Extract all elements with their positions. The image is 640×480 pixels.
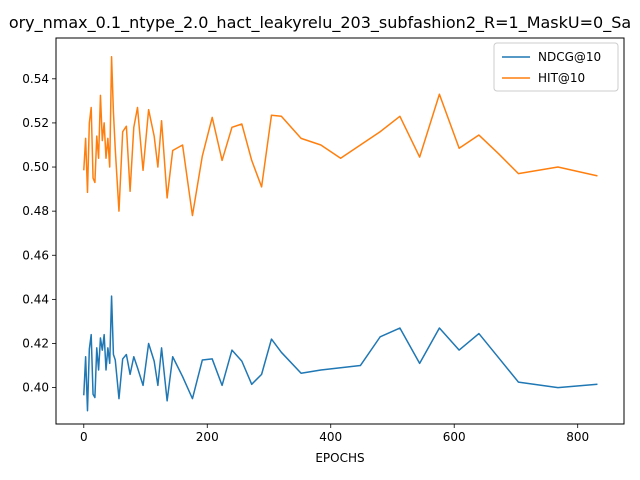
y-tick-label: 0.44 xyxy=(22,292,49,306)
y-axis: 0.40 0.42 0.44 0.46 0.48 0.50 0.52 0.54 xyxy=(22,72,56,395)
series-line-hit xyxy=(83,56,598,217)
x-axis-title: EPOCHS xyxy=(315,451,364,465)
axes-frame xyxy=(55,37,625,425)
x-axis: 0 200 400 600 800 xyxy=(80,424,589,444)
x-tick-label: 600 xyxy=(443,430,466,444)
y-tick-label: 0.40 xyxy=(22,381,49,395)
y-tick-label: 0.54 xyxy=(22,72,49,86)
plot-area xyxy=(83,56,598,412)
y-tick-label: 0.48 xyxy=(22,204,49,218)
x-tick-label: 0 xyxy=(80,430,88,444)
legend-label: HIT@10 xyxy=(538,71,585,85)
x-tick-label: 200 xyxy=(196,430,219,444)
chart-title: ory_nmax_0.1_ntype_2.0_hact_leakyrelu_20… xyxy=(9,13,631,33)
legend-label: NDCG@10 xyxy=(538,50,601,64)
legend: NDCG@10 HIT@10 xyxy=(493,42,619,92)
x-tick-label: 400 xyxy=(319,430,342,444)
series-line-ndcg xyxy=(83,295,598,412)
y-tick-label: 0.50 xyxy=(22,160,49,174)
y-tick-label: 0.52 xyxy=(22,116,49,130)
y-tick-label: 0.42 xyxy=(22,336,49,350)
x-tick-label: 800 xyxy=(566,430,589,444)
y-tick-label: 0.46 xyxy=(22,248,49,262)
legend-box xyxy=(493,42,619,92)
